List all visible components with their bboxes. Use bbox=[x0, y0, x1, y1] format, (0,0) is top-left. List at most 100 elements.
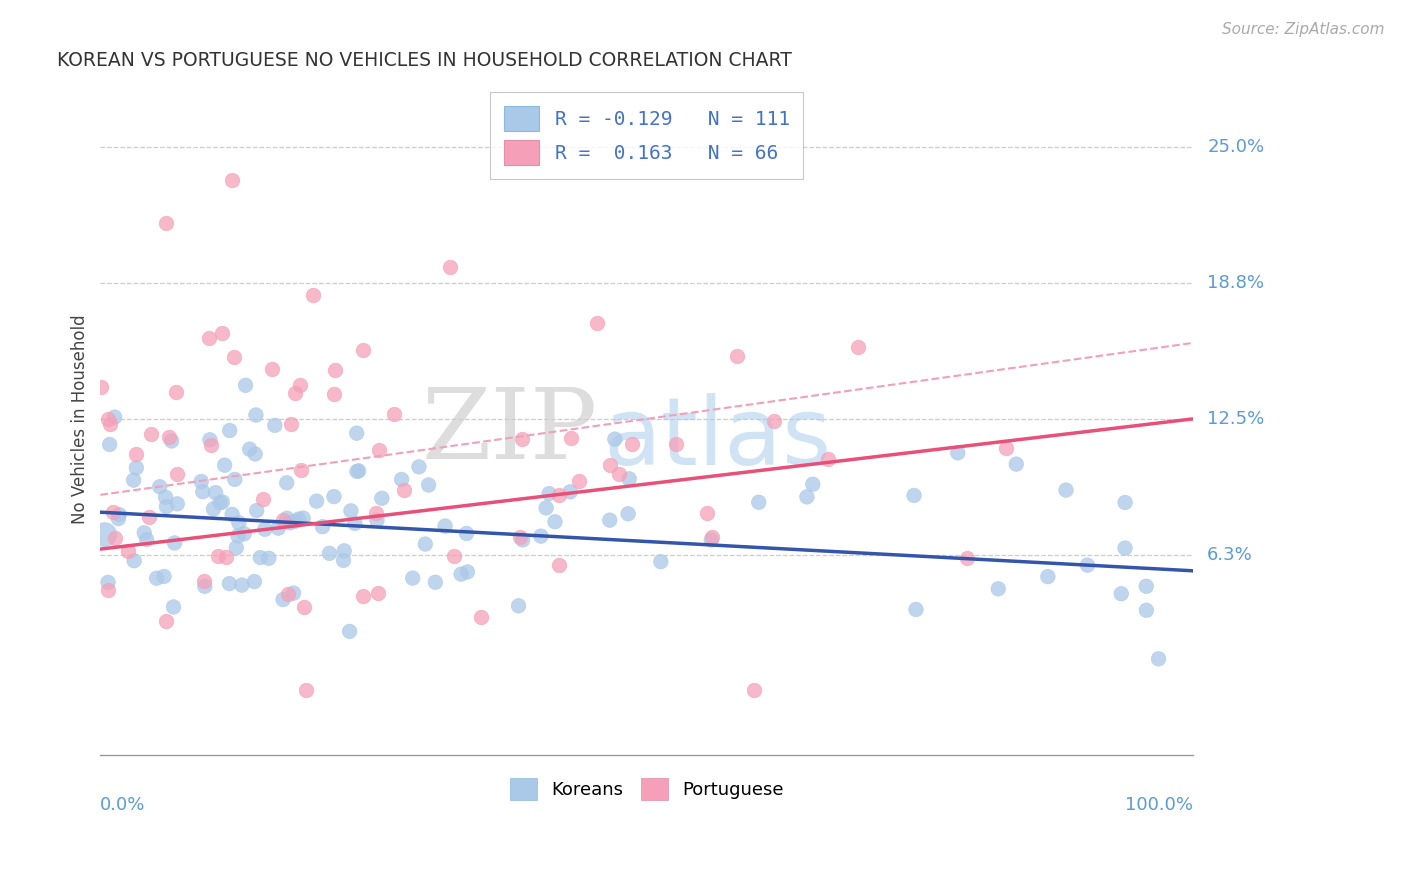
Point bbox=[267, 521, 290, 535]
Text: atlas: atlas bbox=[603, 393, 831, 485]
Point bbox=[817, 452, 839, 467]
Point bbox=[224, 472, 246, 486]
Point bbox=[107, 511, 129, 525]
Point bbox=[530, 529, 553, 543]
Point bbox=[339, 624, 361, 639]
Point bbox=[443, 549, 465, 564]
Point bbox=[425, 575, 447, 590]
Point bbox=[125, 460, 148, 475]
Point bbox=[233, 526, 256, 541]
Point bbox=[125, 446, 148, 460]
Point bbox=[277, 587, 299, 601]
Point bbox=[235, 378, 257, 392]
Point bbox=[207, 549, 229, 563]
Point bbox=[194, 579, 217, 593]
Point bbox=[197, 331, 219, 345]
Point bbox=[98, 437, 121, 451]
Point bbox=[1109, 587, 1132, 601]
Point bbox=[665, 436, 688, 450]
Point bbox=[568, 474, 591, 488]
Point bbox=[956, 551, 979, 566]
Point bbox=[97, 575, 120, 590]
Point bbox=[162, 599, 184, 614]
Point bbox=[295, 683, 318, 698]
Point bbox=[165, 384, 187, 399]
Point bbox=[231, 578, 253, 592]
Point bbox=[290, 463, 312, 477]
Point bbox=[166, 467, 188, 481]
Point bbox=[456, 526, 478, 541]
Point bbox=[193, 574, 215, 588]
Point bbox=[323, 490, 346, 504]
Point bbox=[163, 536, 186, 550]
Point bbox=[246, 503, 269, 517]
Point bbox=[763, 414, 786, 428]
Point bbox=[987, 582, 1010, 596]
Point bbox=[1147, 652, 1170, 666]
Point bbox=[311, 519, 333, 533]
Point bbox=[696, 506, 718, 520]
Point bbox=[208, 496, 231, 510]
Text: KOREAN VS PORTUGUESE NO VEHICLES IN HOUSEHOLD CORRELATION CHART: KOREAN VS PORTUGUESE NO VEHICLES IN HOUS… bbox=[56, 51, 792, 70]
Point bbox=[742, 683, 765, 698]
Point bbox=[218, 576, 240, 591]
Point bbox=[560, 431, 582, 445]
Point bbox=[239, 442, 262, 457]
Point bbox=[508, 599, 530, 613]
Point bbox=[249, 550, 271, 565]
Point bbox=[470, 610, 492, 624]
Point bbox=[621, 437, 644, 451]
Point bbox=[1135, 579, 1157, 593]
Point bbox=[166, 497, 188, 511]
Point bbox=[104, 531, 127, 545]
Point bbox=[252, 491, 274, 506]
Point bbox=[702, 530, 724, 544]
Text: ZIP: ZIP bbox=[422, 384, 598, 480]
Point bbox=[323, 386, 346, 401]
Point bbox=[332, 553, 354, 567]
Point bbox=[367, 586, 389, 600]
Point bbox=[700, 533, 723, 547]
Point bbox=[457, 565, 479, 579]
Point bbox=[418, 478, 440, 492]
Point bbox=[796, 490, 818, 504]
Text: 6.3%: 6.3% bbox=[1208, 546, 1253, 564]
Point bbox=[155, 614, 177, 628]
Point bbox=[305, 494, 328, 508]
Point bbox=[202, 502, 225, 516]
Point bbox=[260, 361, 283, 376]
Point bbox=[155, 217, 177, 231]
Point bbox=[1036, 569, 1059, 583]
Point bbox=[408, 459, 430, 474]
Point bbox=[271, 592, 294, 607]
Point bbox=[352, 343, 374, 357]
Point bbox=[371, 491, 394, 506]
Point bbox=[302, 287, 325, 301]
Point bbox=[104, 410, 127, 425]
Point bbox=[903, 488, 925, 502]
Point bbox=[391, 473, 413, 487]
Point bbox=[243, 447, 266, 461]
Point bbox=[904, 602, 927, 616]
Point bbox=[283, 386, 305, 401]
Point bbox=[340, 504, 363, 518]
Point bbox=[218, 424, 240, 438]
Point bbox=[366, 513, 388, 527]
Point bbox=[139, 427, 162, 442]
Point bbox=[290, 377, 312, 392]
Point bbox=[225, 541, 247, 555]
Point bbox=[157, 429, 180, 443]
Point bbox=[117, 544, 139, 558]
Point bbox=[548, 558, 571, 573]
Point bbox=[271, 513, 294, 527]
Point bbox=[94, 527, 117, 541]
Point bbox=[333, 544, 356, 558]
Point bbox=[994, 441, 1017, 455]
Point bbox=[544, 515, 567, 529]
Point bbox=[204, 485, 226, 500]
Point bbox=[1114, 541, 1136, 555]
Point bbox=[346, 426, 368, 441]
Point bbox=[153, 569, 176, 583]
Point bbox=[401, 571, 423, 585]
Point bbox=[276, 475, 298, 490]
